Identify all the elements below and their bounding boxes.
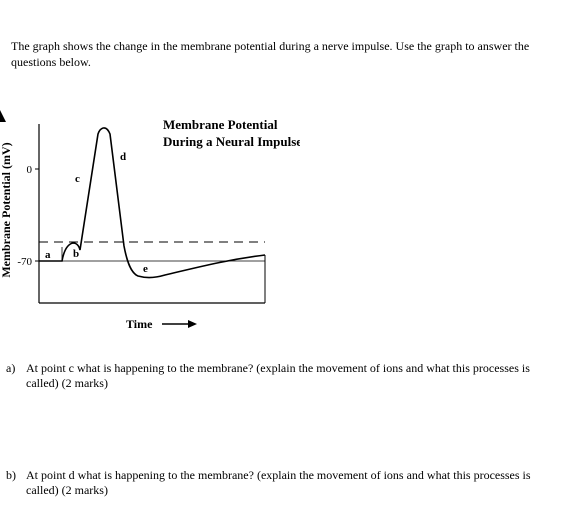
time-arrow-icon xyxy=(188,320,197,328)
y-axis-label: Membrane Potential (mV) xyxy=(0,142,13,277)
point-label-c: c xyxy=(75,173,80,185)
question-a-text: At point c what is happening to the memb… xyxy=(26,361,530,390)
question-a-letter: a) xyxy=(6,361,16,375)
action-potential-curve xyxy=(39,127,266,279)
y-axis-arrow-icon xyxy=(0,110,6,122)
point-label-e: e xyxy=(143,263,148,275)
point-label-b: b xyxy=(73,248,79,260)
x-axis-label: Time xyxy=(126,317,153,331)
question-b-letter: b) xyxy=(6,468,16,482)
question-b-text: At point d what is happening to the memb… xyxy=(26,468,531,497)
membrane-potential-chart: Membrane Potential (mV) 0 -70 a b c d e … xyxy=(0,110,300,331)
y-tick-label-minus70: -70 xyxy=(17,256,32,268)
point-label-d: d xyxy=(120,151,126,163)
chart-title: Membrane Potential xyxy=(163,117,278,132)
chart-subtitle: During a Neural Impulse xyxy=(163,134,300,149)
y-tick-label-0: 0 xyxy=(27,164,33,176)
point-label-a: a xyxy=(45,249,51,261)
intro-text: The graph shows the change in the membra… xyxy=(11,39,530,69)
